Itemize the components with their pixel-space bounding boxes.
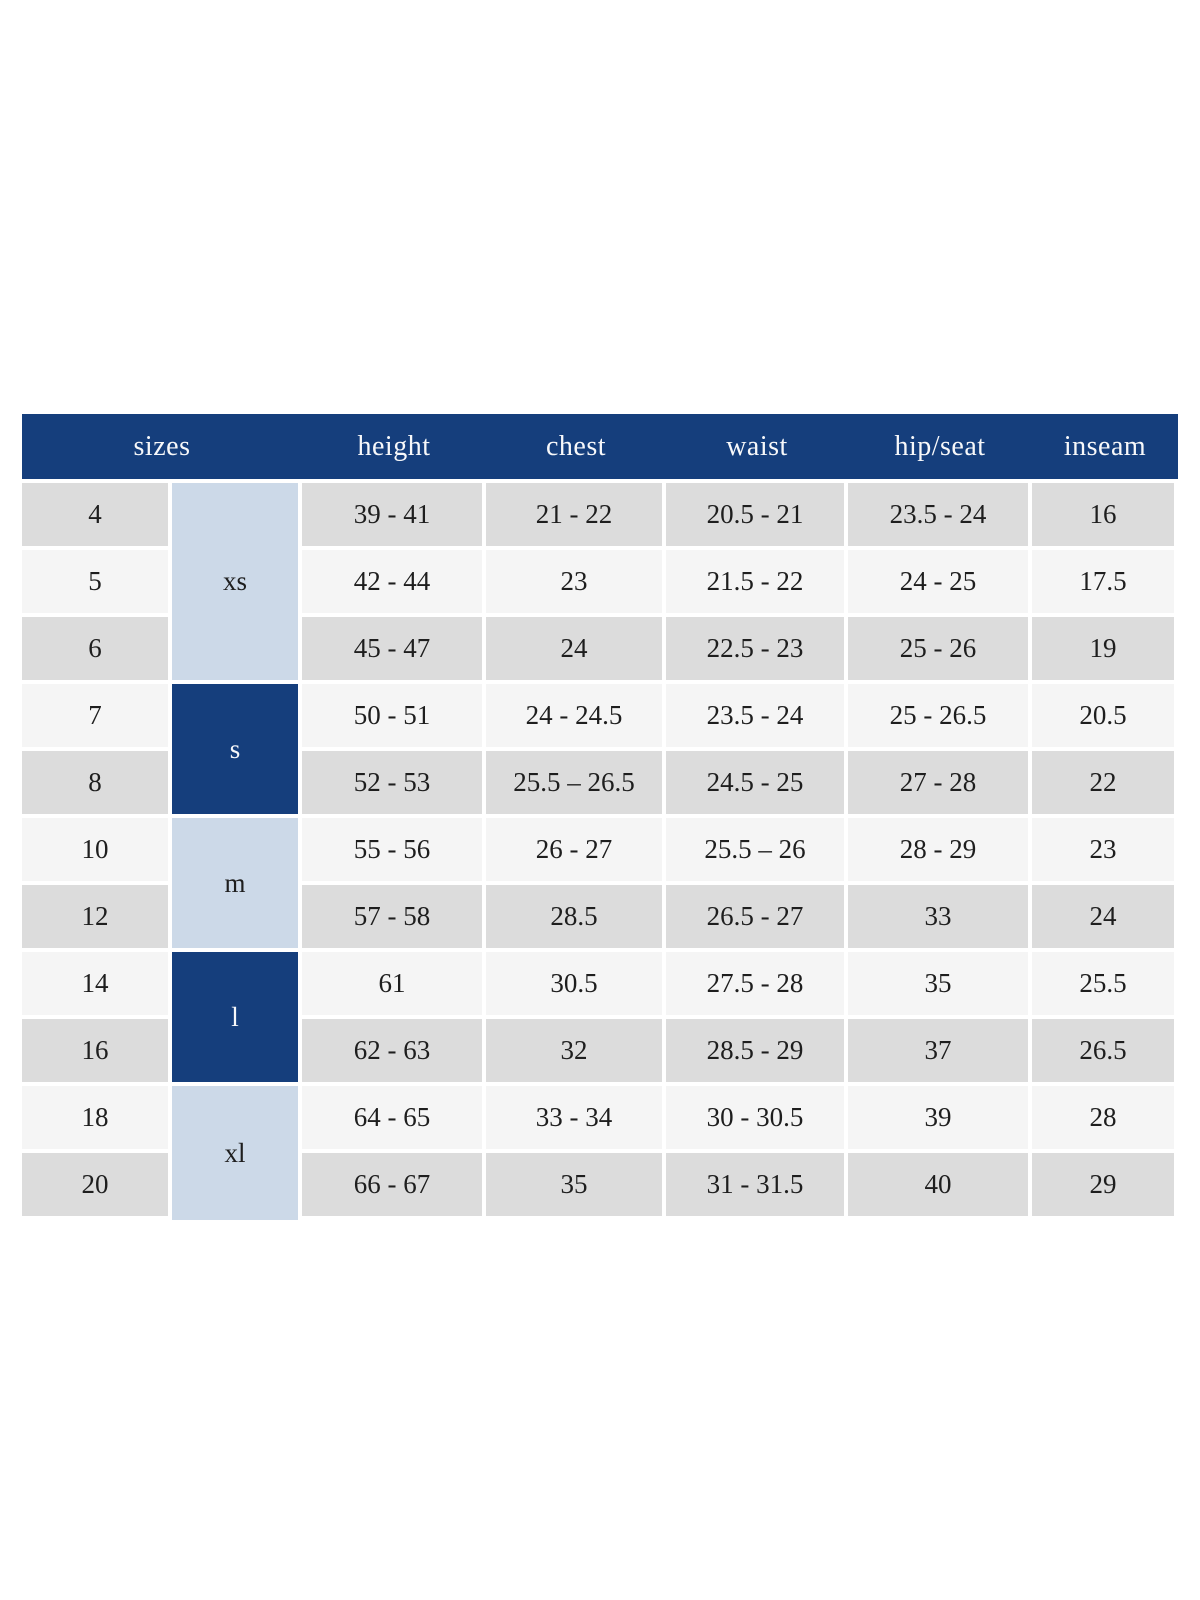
column-header-sizes: sizes — [22, 414, 302, 483]
waist-cell: 23.5 - 24 — [666, 684, 848, 751]
size-group-cell-xs: xs — [172, 483, 302, 684]
chest-cell: 30.5 — [486, 952, 666, 1019]
size-group-cell-l: l — [172, 952, 302, 1086]
chest-cell: 32 — [486, 1019, 666, 1086]
size-cell: 6 — [22, 617, 172, 684]
column-header-waist: waist — [666, 414, 848, 483]
table-row: 16 62 - 63 32 28.5 - 29 37 26.5 — [22, 1019, 1178, 1086]
inseam-cell: 25.5 — [1032, 952, 1178, 1019]
table-row: 7 s 50 - 51 24 - 24.5 23.5 - 24 25 - 26.5 20.5 — [22, 684, 1178, 818]
waist-cell: 24.5 - 25 — [666, 751, 848, 818]
height-cell: 55 - 56 — [302, 818, 486, 885]
hip-seat-cell: 39 — [848, 1086, 1032, 1153]
size-cell: 8 — [22, 751, 172, 818]
height-cell: 64 - 65 — [302, 1086, 486, 1153]
waist-cell: 30 - 30.5 — [666, 1086, 848, 1153]
waist-cell: 31 - 31.5 — [666, 1153, 848, 1220]
waist-cell: 21.5 - 22 — [666, 550, 848, 617]
chest-cell: 35 — [486, 1153, 666, 1220]
inseam-cell: 28 — [1032, 1086, 1178, 1153]
inseam-cell: 29 — [1032, 1153, 1178, 1220]
table-row: 4 xs 39 - 41 21 - 22 20.5 - 21 23.5 - 24 16 — [22, 483, 1178, 684]
size-cell: 5 — [22, 550, 172, 617]
table-row: 6 45 - 47 24 22.5 - 23 25 - 26 19 — [22, 617, 1178, 684]
column-header-chest: chest — [486, 414, 666, 483]
table-row: 10 m 55 - 56 26 - 27 25.5 – 26 28 - 29 23 — [22, 818, 1178, 952]
height-cell: 42 - 44 — [302, 550, 486, 617]
height-cell: 62 - 63 — [302, 1019, 486, 1086]
waist-cell: 22.5 - 23 — [666, 617, 848, 684]
inseam-cell: 23 — [1032, 818, 1178, 885]
waist-cell: 27.5 - 28 — [666, 952, 848, 1019]
waist-cell: 20.5 - 21 — [666, 483, 848, 550]
chest-cell: 23 — [486, 550, 666, 617]
size-group-cell-s: s — [172, 684, 302, 818]
chest-cell: 28.5 — [486, 885, 666, 952]
size-cell: 7 — [22, 684, 172, 751]
size-cell: 20 — [22, 1153, 172, 1220]
waist-cell: 28.5 - 29 — [666, 1019, 848, 1086]
height-cell: 45 - 47 — [302, 617, 486, 684]
hip-seat-cell: 27 - 28 — [848, 751, 1032, 818]
inseam-cell: 17.5 — [1032, 550, 1178, 617]
column-header-inseam: inseam — [1032, 414, 1178, 483]
chest-cell: 24 - 24.5 — [486, 684, 666, 751]
hip-seat-cell: 37 — [848, 1019, 1032, 1086]
hip-seat-cell: 25 - 26.5 — [848, 684, 1032, 751]
table-row: 5 42 - 44 23 21.5 - 22 24 - 25 17.5 — [22, 550, 1178, 617]
size-chart-header: sizes height chest waist hip/seat inseam — [22, 414, 1178, 483]
size-cell: 12 — [22, 885, 172, 952]
height-cell: 52 - 53 — [302, 751, 486, 818]
size-chart: sizes height chest waist hip/seat inseam… — [22, 414, 1178, 1220]
hip-seat-cell: 25 - 26 — [848, 617, 1032, 684]
size-table-body: 4 xs 39 - 41 21 - 22 20.5 - 21 23.5 - 24 16 5 42… — [22, 483, 1178, 1220]
size-cell: 18 — [22, 1086, 172, 1153]
height-cell: 39 - 41 — [302, 483, 486, 550]
hip-seat-cell: 33 — [848, 885, 1032, 952]
header-row: sizes height chest waist hip/seat inseam — [22, 414, 1178, 483]
table-row: 14 l 61 30.5 27.5 - 28 35 25.5 — [22, 952, 1178, 1086]
table-row: 18 xl 64 - 65 33 - 34 30 - 30.5 39 28 — [22, 1086, 1178, 1220]
inseam-cell: 20.5 — [1032, 684, 1178, 751]
inseam-cell: 22 — [1032, 751, 1178, 818]
size-cell: 16 — [22, 1019, 172, 1086]
size-group-cell-m: m — [172, 818, 302, 952]
column-header-height: height — [302, 414, 486, 483]
inseam-cell: 24 — [1032, 885, 1178, 952]
size-chart-table: sizes height chest waist hip/seat inseam… — [22, 414, 1178, 1220]
chest-cell: 33 - 34 — [486, 1086, 666, 1153]
height-cell: 50 - 51 — [302, 684, 486, 751]
hip-seat-cell: 40 — [848, 1153, 1032, 1220]
size-cell: 14 — [22, 952, 172, 1019]
waist-cell: 25.5 – 26 — [666, 818, 848, 885]
size-cell: 4 — [22, 483, 172, 550]
hip-seat-cell: 23.5 - 24 — [848, 483, 1032, 550]
waist-cell: 26.5 - 27 — [666, 885, 848, 952]
size-cell: 10 — [22, 818, 172, 885]
chest-cell: 25.5 – 26.5 — [486, 751, 666, 818]
table-row: 8 52 - 53 25.5 – 26.5 24.5 - 25 27 - 28 22 — [22, 751, 1178, 818]
hip-seat-cell: 28 - 29 — [848, 818, 1032, 885]
height-cell: 57 - 58 — [302, 885, 486, 952]
column-header-hip-seat: hip/seat — [848, 414, 1032, 483]
inseam-cell: 16 — [1032, 483, 1178, 550]
inseam-cell: 19 — [1032, 617, 1178, 684]
height-cell: 61 — [302, 952, 486, 1019]
height-cell: 66 - 67 — [302, 1153, 486, 1220]
table-row: 12 57 - 58 28.5 26.5 - 27 33 24 — [22, 885, 1178, 952]
table-row: 20 66 - 67 35 31 - 31.5 40 29 — [22, 1153, 1178, 1220]
hip-seat-cell: 24 - 25 — [848, 550, 1032, 617]
inseam-cell: 26.5 — [1032, 1019, 1178, 1086]
chest-cell: 26 - 27 — [486, 818, 666, 885]
chest-cell: 24 — [486, 617, 666, 684]
hip-seat-cell: 35 — [848, 952, 1032, 1019]
chest-cell: 21 - 22 — [486, 483, 666, 550]
size-group-cell-xl: xl — [172, 1086, 302, 1220]
